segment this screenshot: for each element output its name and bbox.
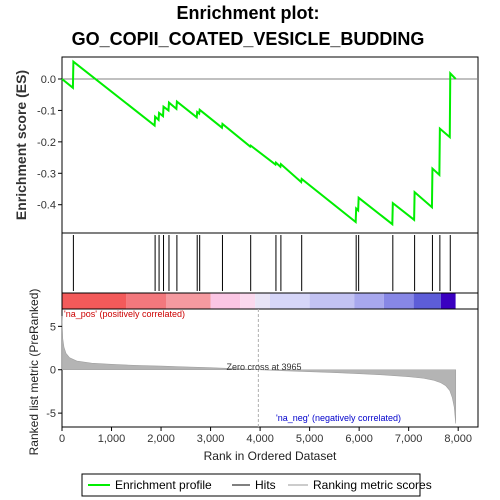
metric-y-tick-label: 5 [50, 321, 56, 333]
metric-panel: 5 0 -5 'na_pos' (positively correlated) 'n… [27, 289, 479, 456]
positive-correlation-label: 'na_pos' (positively correlated) [64, 309, 185, 319]
ranking-bar-segment [62, 293, 127, 309]
es-y-tick-label: -0.3 [37, 168, 56, 180]
negative-correlation-label: 'na_neg' (negatively correlated) [276, 413, 401, 423]
metric-y-axis-label: Ranked list metric (PreRanked) [27, 289, 41, 456]
legend-hits-label: Hits [255, 478, 276, 492]
legend: Enrichment profile Hits Ranking metric s… [81, 473, 432, 497]
ranking-bar-segment [255, 293, 270, 309]
metric-y-tick-label: 0 [50, 365, 56, 377]
x-tick-label: 5,000 [296, 433, 324, 445]
x-tick-label: 2,000 [147, 433, 175, 445]
ranking-bar-segment [354, 293, 384, 309]
metric-y-axis: 5 0 -5 [46, 321, 62, 420]
x-tick-label: 8,000 [444, 433, 472, 445]
ranking-color-bar [62, 293, 478, 309]
ranking-bar-panel [61, 292, 479, 310]
es-y-tick-label: 0.0 [41, 74, 56, 86]
es-panel: 0.0 -0.1 -0.2 -0.3 -0.4 Enrichment score (ES… [13, 56, 479, 234]
x-axis-label: Rank in Ordered Dataset [204, 449, 337, 463]
x-tick-label: 4,000 [246, 433, 274, 445]
chart-title-line1: Enrichment plot: [177, 3, 320, 23]
enrichment-profile-line [61, 59, 457, 227]
metric-y-tick-label: -5 [46, 408, 56, 420]
ranking-bar-segment [440, 293, 456, 309]
ranking-bar-segment [309, 293, 355, 309]
ranking-metric-area [61, 315, 457, 424]
ranking-bar-segment [383, 293, 414, 309]
hits-panel-frame [61, 232, 479, 294]
zero-cross-label: Zero cross at 3965 [226, 362, 301, 372]
ranking-bar-segment [210, 293, 241, 309]
legend-frame [81, 473, 421, 497]
legend-ranking-label: Ranking metric scores [313, 478, 432, 492]
hit-markers [72, 235, 451, 291]
ranking-bar-segment [166, 293, 211, 309]
x-tick-label: 0 [59, 433, 65, 445]
chart-title-line2: GO_COPII_COATED_VESICLE_BUDDING [72, 29, 425, 49]
ranking-bar-segment [126, 293, 166, 309]
legend-enrichment-label: Enrichment profile [115, 478, 212, 492]
x-tick-label: 1,000 [98, 433, 126, 445]
hits-panel [61, 232, 479, 294]
ranking-bar-padding [455, 293, 478, 309]
ranking-bar-segment [270, 293, 310, 309]
es-panel-frame [61, 56, 479, 234]
es-y-axis-label: Enrichment score (ES) [13, 70, 29, 220]
x-tick-label: 6,000 [345, 433, 373, 445]
ranking-bar-segment [240, 293, 256, 309]
es-y-tick-label: -0.4 [37, 200, 56, 212]
x-tick-label: 7,000 [395, 433, 423, 445]
x-axis: 0 1,000 2,000 3,000 4,000 5,000 6,000 7,000 8,00… [59, 427, 472, 445]
es-y-axis: 0.0 -0.1 -0.2 -0.3 -0.4 [37, 74, 62, 212]
ranking-bar-segment [413, 293, 441, 309]
x-tick-label: 3,000 [197, 433, 225, 445]
es-y-tick-label: -0.1 [37, 105, 56, 117]
es-y-tick-label: -0.2 [37, 137, 56, 149]
